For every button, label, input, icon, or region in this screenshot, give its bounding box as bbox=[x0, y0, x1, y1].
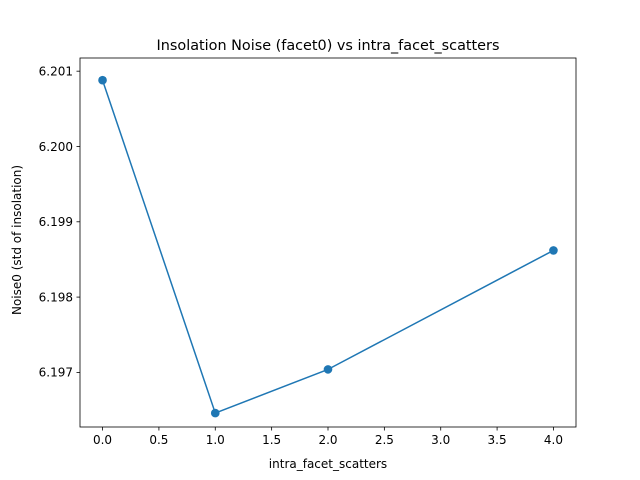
x-tick-label: 3.5 bbox=[488, 433, 507, 447]
y-axis-label: Noise0 (std of insolation) bbox=[10, 165, 24, 315]
x-axis-label: intra_facet_scatters bbox=[269, 457, 387, 471]
data-point bbox=[323, 365, 333, 374]
y-axis: 6.197 6.198 6.199 6.200 6.201 bbox=[39, 64, 80, 380]
series-layer bbox=[98, 75, 558, 418]
x-tick-label: 1.5 bbox=[262, 433, 281, 447]
chart-title: Insolation Noise (facet0) vs intra_facet… bbox=[157, 38, 500, 54]
x-tick-label: 2.0 bbox=[318, 433, 337, 447]
data-point bbox=[549, 246, 558, 255]
series-line bbox=[101, 79, 554, 414]
x-tick-label: 1.0 bbox=[206, 433, 225, 447]
x-tick-label: 2.5 bbox=[375, 433, 394, 447]
y-tick-label: 6.201 bbox=[39, 64, 73, 78]
data-point bbox=[210, 408, 220, 418]
x-tick-label: 0.0 bbox=[93, 433, 112, 447]
x-tick-label: 3.0 bbox=[431, 433, 450, 447]
y-tick-label: 6.197 bbox=[39, 366, 73, 380]
data-point bbox=[98, 75, 107, 85]
y-tick-label: 6.199 bbox=[39, 215, 73, 229]
y-tick-label: 6.198 bbox=[39, 290, 73, 304]
y-tick-label: 6.200 bbox=[39, 140, 73, 154]
x-tick-label: 4.0 bbox=[544, 433, 563, 447]
x-axis: 0.0 0.5 1.0 1.5 2.0 2.5 3.0 3.5 4.0 bbox=[93, 427, 563, 447]
x-tick-label: 0.5 bbox=[149, 433, 168, 447]
